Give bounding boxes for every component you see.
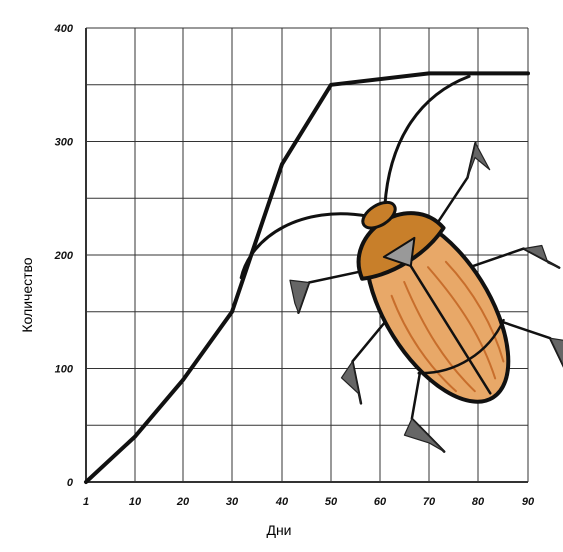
y-tick-label: 0 xyxy=(67,477,74,489)
x-tick-label: 60 xyxy=(374,496,387,508)
x-tick-label: 80 xyxy=(472,496,485,508)
x-tick-label: 70 xyxy=(423,496,436,508)
x-tick-label: 30 xyxy=(226,496,239,508)
x-tick-label: 20 xyxy=(176,496,190,508)
x-tick-label: 40 xyxy=(275,496,289,508)
cockroach-illustration xyxy=(239,74,563,453)
y-axis-ticks: 0 100 200 300 400 xyxy=(54,23,74,489)
x-tick-label: 50 xyxy=(325,496,338,508)
y-tick-label: 300 xyxy=(55,137,74,149)
y-tick-label: 200 xyxy=(54,250,74,262)
y-axis-title: Количество xyxy=(19,257,35,332)
x-tick-label: 90 xyxy=(522,496,535,508)
x-axis-title: Дни xyxy=(266,522,291,538)
y-tick-label: 100 xyxy=(55,364,74,376)
series-line xyxy=(84,71,530,484)
x-axis-ticks: 1 10 20 30 40 50 60 70 80 90 xyxy=(83,496,535,508)
y-tick-label: 400 xyxy=(54,23,74,35)
x-tick-label: 10 xyxy=(129,496,142,508)
x-tick-label: 1 xyxy=(83,496,89,508)
